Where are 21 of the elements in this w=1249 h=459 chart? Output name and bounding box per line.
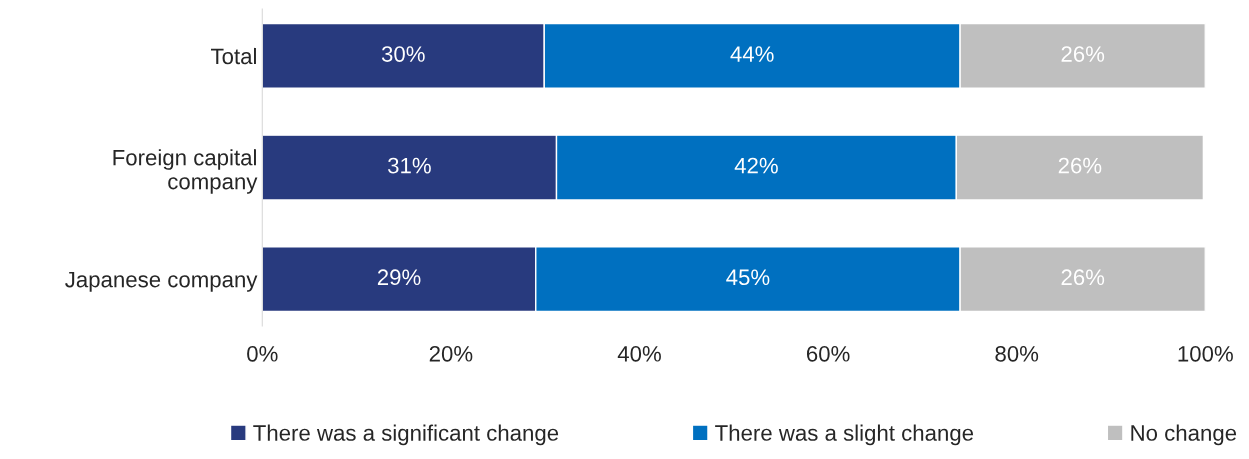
x-tick-label: 40%: [617, 345, 661, 362]
y-tick-label: Total: [211, 47, 256, 65]
y-tick-label: Foreign capital company: [113, 149, 258, 194]
data-label: 26%: [1058, 157, 1102, 174]
x-tick-label: 60%: [806, 345, 850, 362]
data-label: 42%: [734, 157, 778, 174]
x-tick-label: 80%: [995, 345, 1039, 362]
x-tick-label: 100%: [1178, 345, 1233, 362]
legend-label: No change: [1131, 424, 1237, 446]
legend-label: There was a slight change: [715, 424, 974, 446]
data-label: 44%: [730, 46, 774, 62]
x-tick-label: 20%: [429, 345, 473, 362]
data-label: 26%: [1061, 46, 1105, 62]
x-tick-label: 0%: [247, 345, 278, 362]
data-label: 30%: [381, 46, 425, 62]
data-label: 45%: [726, 269, 770, 286]
y-tick-label: Japanese company: [65, 271, 258, 292]
data-label: 26%: [1061, 269, 1105, 286]
data-label: 29%: [377, 269, 421, 286]
data-label: 31%: [388, 157, 431, 174]
legend-label: There was a significant change: [253, 424, 559, 446]
